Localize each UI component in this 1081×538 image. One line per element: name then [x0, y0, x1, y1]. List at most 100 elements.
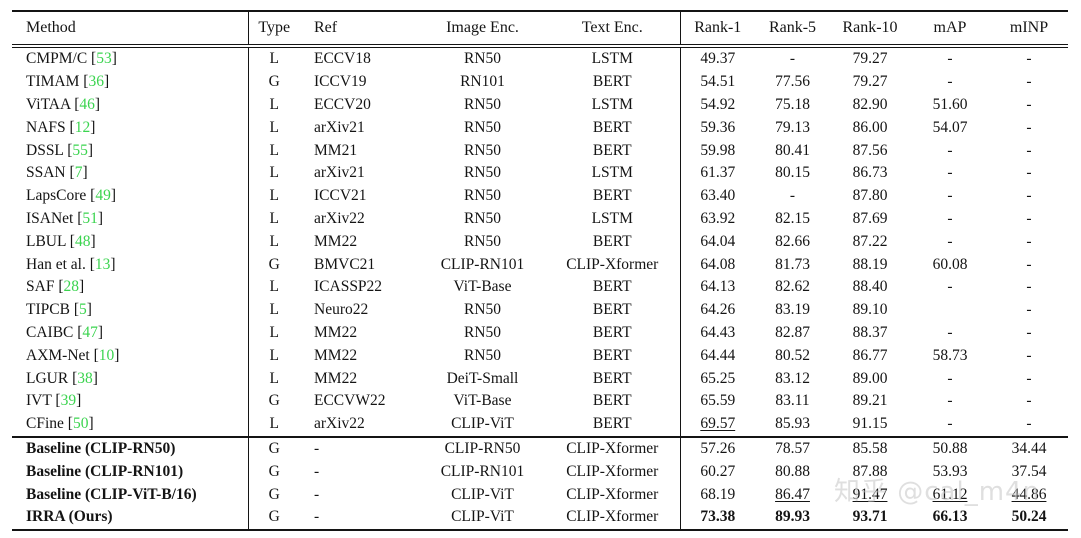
cell-method: ISANet [51] [26, 209, 104, 227]
table-row: CAIBC [47] L MM22 RN50 BERT 64.43 82.87 88.37 - - [12, 321, 1068, 345]
cell-rank10: 86.00 [852, 118, 888, 136]
cell-rank5: 86.47 [775, 485, 810, 503]
method-name: SSAN [26, 164, 66, 182]
cell-image-enc: RN50 [463, 323, 502, 341]
cell-rank5: 82.87 [775, 323, 810, 341]
cell-rank10: 87.88 [852, 462, 888, 480]
cell-method: Baseline (CLIP-RN50) [12, 435, 248, 461]
cell-type: L [247, 321, 300, 345]
cell-text-enc: LSTM [591, 209, 633, 227]
col-header-rank1: Rank-1 [679, 11, 755, 48]
method-name: IRRA (Ours) [26, 508, 113, 526]
table-row: Baseline (CLIP-RN101) G - CLIP-RN101 CLIP-Xf… [12, 460, 1068, 484]
cell-type: L [247, 207, 300, 231]
cell-text-enc: LSTM [591, 164, 633, 182]
method-name: TIMAM [26, 73, 80, 91]
cell-rank1: 65.25 [679, 367, 755, 390]
method-name: ISANet [26, 209, 74, 227]
table-row: ViTAA [46] L ECCV20 RN50 LSTM 54.92 75.18 82.90… [12, 93, 1068, 117]
cell-rank1: 49.37 [679, 46, 755, 71]
cell-text-enc: BERT [592, 278, 632, 296]
cell-method: LBUL [48] [26, 232, 96, 250]
cell-method: CFine [50] [26, 415, 94, 433]
cell-text-enc: BERT [592, 392, 632, 410]
table-row: LBUL [48] L MM22 RN50 BERT 64.04 82.66 87.22 - - [12, 230, 1068, 254]
cell-map: - [947, 50, 953, 68]
citation-number: 13 [94, 255, 111, 273]
table-body: CMPM/C [53] L ECCV18 RN50 LSTM 49.37-79.27- - T… [12, 46, 1068, 530]
method-name: CFine [26, 415, 64, 433]
cell-rank10: 88.40 [852, 278, 888, 296]
cell-image-enc: RN50 [463, 209, 502, 227]
cell-type: G [247, 483, 300, 506]
cell-type: G [247, 435, 300, 461]
citation-number: 36 [88, 73, 104, 91]
cell-ref: arXiv22 [314, 415, 365, 433]
col-header-method: Method [12, 11, 248, 48]
cell-text-enc: BERT [592, 323, 632, 341]
cell-type: L [247, 275, 300, 299]
cell-type: L [247, 184, 300, 208]
citation-number: 47 [82, 323, 98, 341]
cell-minp: 37.54 [1011, 462, 1047, 480]
method-name: CAIBC [26, 323, 74, 341]
cell-method: IRRA (Ours) [12, 506, 248, 530]
cell-type: L [247, 46, 300, 71]
cell-rank1: 69.57 [679, 412, 755, 437]
cell-minp: - [1026, 164, 1032, 182]
cell-rank5: 77.56 [775, 73, 810, 91]
col-header-rank5: Rank-5 [755, 11, 830, 48]
cell-minp: - [1026, 95, 1032, 113]
cell-minp: - [1026, 255, 1032, 273]
cell-method: LGUR [38] [26, 369, 98, 387]
method-name: TIPCB [26, 301, 70, 319]
cell-text-enc: BERT [592, 73, 632, 91]
method-name: Baseline (CLIP-ViT-B/16) [26, 485, 197, 503]
method-name: AXM-Net [26, 346, 90, 364]
method-name: Baseline (CLIP-RN50) [26, 439, 176, 457]
citation-number: 28 [63, 278, 79, 296]
cell-ref: MM22 [314, 346, 358, 364]
cell-rank1: 59.36 [679, 116, 755, 140]
cell-rank1: 54.92 [679, 93, 755, 117]
cell-minp: - [1026, 346, 1032, 364]
cell-method: Han et al. [13] [26, 255, 116, 273]
cell-method: Baseline (CLIP-RN101) [12, 460, 248, 483]
cell-rank10: 82.90 [852, 95, 888, 113]
cell-rank1: 64.43 [679, 321, 755, 345]
cell-image-enc: DeiT-Small [446, 369, 519, 387]
cell-rank5: 80.52 [775, 346, 810, 364]
cell-rank5: 85.93 [775, 415, 810, 433]
cell-image-enc: RN50 [463, 346, 502, 364]
cell-rank5: 80.15 [775, 164, 810, 182]
citation-number: 48 [74, 232, 91, 250]
cell-ref: - [314, 462, 320, 480]
cell-rank1: 73.38 [679, 505, 755, 530]
cell-minp: - [1026, 392, 1032, 410]
table-row: Baseline (CLIP-ViT-B/16) G - CLIP-ViT CLIP-X… [12, 483, 1068, 506]
citation-number: 12 [74, 118, 91, 136]
citation-number: 39 [60, 392, 77, 410]
citation-number: 51 [82, 209, 98, 227]
cell-method: ViTAA [46] [26, 95, 101, 113]
cell-method: DSSL [55] [26, 141, 94, 159]
cell-text-enc: CLIP-Xformer [545, 435, 680, 461]
benchmark-table: Method Type Ref Image Enc. Text Enc. Ran… [12, 10, 1068, 531]
cell-rank10: 91.47 [852, 485, 888, 503]
cell-rank1: 60.27 [679, 460, 755, 484]
method-name: LGUR [26, 369, 69, 387]
cell-rank10: 91.15 [852, 415, 888, 433]
cell-ref: Neuro22 [314, 301, 369, 319]
cell-rank10: 86.77 [852, 346, 888, 364]
cell-method: SAF [28] [26, 278, 85, 296]
cell-rank1: 68.19 [679, 483, 755, 506]
method-name: IVT [26, 392, 52, 410]
cell-text-enc: CLIP-Xformer [566, 508, 659, 526]
cell-image-enc: CLIP-RN50 [420, 435, 545, 461]
cell-rank1: 61.37 [679, 161, 755, 185]
cell-type: L [247, 344, 300, 368]
cell-rank10: 88.19 [852, 255, 888, 273]
cell-map: - [947, 187, 953, 205]
citation-number: 46 [79, 95, 95, 113]
cell-map: 61.12 [932, 485, 968, 503]
